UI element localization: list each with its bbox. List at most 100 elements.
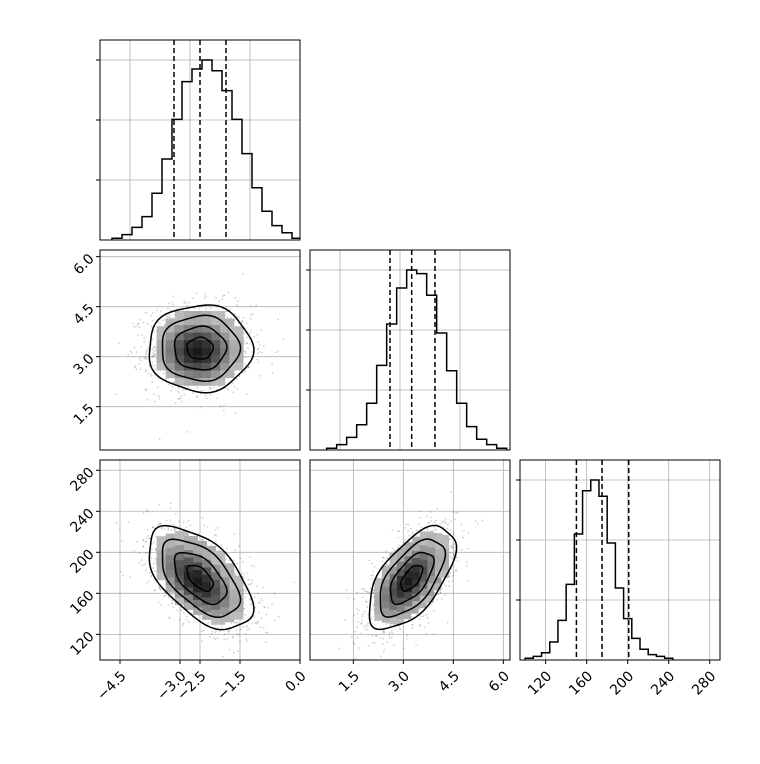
scatter-point	[231, 636, 234, 639]
scatter-point	[204, 292, 206, 295]
scatter-point	[427, 622, 430, 624]
scatter-point	[403, 541, 405, 544]
scatter-point	[134, 365, 137, 368]
scatter-point	[159, 309, 162, 312]
scatter-point	[240, 321, 243, 324]
scatter-point	[150, 325, 153, 328]
scatter-point	[435, 519, 437, 522]
scatter-point	[461, 549, 463, 551]
scatter-point	[226, 638, 229, 640]
scatter-point	[238, 316, 241, 319]
scatter-point	[217, 303, 220, 306]
scatter-point	[260, 617, 262, 620]
scatter-point	[462, 536, 464, 539]
axes-frame	[519, 459, 721, 661]
scatter-point	[453, 534, 456, 536]
scatter-point	[247, 365, 250, 368]
scatter-point	[138, 561, 141, 564]
scatter-point	[432, 633, 435, 636]
scatter-point	[411, 533, 414, 536]
scatter-point	[209, 635, 211, 638]
scatter-point	[198, 307, 201, 310]
scatter-point	[250, 603, 253, 606]
scatter-point	[158, 523, 161, 526]
scatter-point	[150, 314, 152, 317]
scatter-point	[173, 529, 176, 532]
scatter-point	[430, 511, 432, 513]
scatter-point	[368, 559, 371, 562]
scatter-point	[210, 544, 213, 547]
scatter-point	[148, 365, 151, 368]
scatter-point	[209, 387, 212, 390]
scatter-point	[271, 372, 274, 374]
scatter-point	[117, 342, 120, 344]
scatter-point	[354, 657, 357, 660]
scatter-point	[138, 552, 141, 555]
scatter-point	[256, 622, 258, 625]
scatter-point	[201, 516, 204, 519]
scatter-point	[426, 528, 429, 531]
scatter-point	[150, 575, 152, 578]
scatter-point	[250, 314, 252, 316]
scatter-point	[177, 390, 179, 393]
scatter-point	[241, 320, 244, 322]
scatter-point	[138, 326, 141, 328]
scatter-point	[183, 393, 186, 396]
scatter-point	[211, 630, 213, 633]
scatter-point	[451, 544, 454, 547]
scatter-point	[243, 573, 246, 575]
scatter-point	[145, 369, 148, 372]
scatter-point	[132, 322, 135, 325]
scatter-point	[243, 350, 245, 352]
scatter-point	[397, 536, 400, 539]
scatter-point	[234, 412, 237, 415]
scatter-point	[236, 388, 239, 390]
scatter-point	[151, 311, 154, 314]
scatter-point	[158, 503, 161, 506]
contour-line	[173, 551, 228, 606]
scatter-point	[233, 621, 236, 624]
scatter-param-1-vs-param-2: 1.5 3.0 4.5 6.0	[71, 249, 301, 451]
scatter-point	[154, 560, 157, 563]
scatter-point	[277, 350, 279, 353]
scatter-point	[145, 582, 148, 585]
scatter-point	[247, 578, 250, 581]
scatter-point	[221, 655, 224, 658]
scatter-point	[129, 350, 132, 353]
scatter-point	[146, 551, 149, 554]
scatter-point	[182, 611, 185, 614]
scatter-point	[382, 637, 385, 640]
scatter-point	[137, 322, 140, 325]
scatter-point	[454, 518, 457, 521]
scatter-point	[182, 521, 185, 524]
scatter-point	[383, 630, 385, 633]
scatter-point	[201, 640, 204, 643]
scatter-point	[151, 364, 154, 366]
scatter-point	[435, 528, 437, 531]
scatter-point	[170, 529, 173, 531]
scatter-point	[392, 547, 395, 550]
scatter-point	[293, 581, 296, 584]
x-tick-label: 120	[525, 668, 555, 698]
scatter-point	[158, 395, 160, 397]
scatter-point	[366, 591, 369, 593]
scatter-point	[372, 641, 374, 644]
scatter-point	[243, 337, 245, 340]
scatter-point	[411, 627, 414, 629]
scatter-point	[179, 397, 182, 400]
scatter-point	[282, 338, 285, 340]
scatter-point	[467, 531, 470, 534]
x-tick-label: 4.5	[436, 668, 463, 695]
scatter-point	[449, 552, 451, 555]
scatter-point	[220, 543, 223, 546]
scatter-point	[252, 616, 255, 619]
scatter-point	[167, 604, 170, 607]
scatter-point	[356, 612, 359, 615]
scatter-point	[391, 529, 394, 532]
scatter-point	[185, 431, 188, 433]
scatter-point	[385, 563, 388, 566]
scatter-point	[271, 603, 273, 606]
scatter-point	[170, 390, 172, 392]
scatter-point	[144, 357, 147, 360]
scatter-point	[372, 608, 375, 611]
